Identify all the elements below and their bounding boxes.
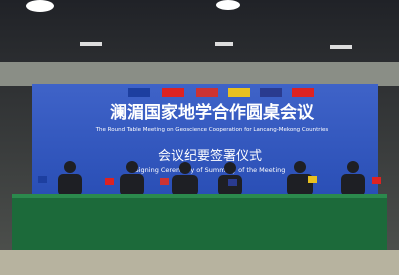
banner-subtitle: The Round Table Meeting on Geoscience Co… [95, 127, 329, 133]
signing-table [12, 194, 387, 250]
photo: 澜湄国家地学合作圆桌会议 The Round Table Meeting on … [0, 0, 399, 275]
page: 澜湄国家地学合作圆桌会议 The Round Table Meeting on … [0, 0, 399, 275]
table-edge [12, 194, 387, 198]
banner-title: 澜湄国家地学合作圆桌会议 [110, 102, 315, 123]
ceremony-subtitle: Signing Ceremony of Summary of the Meeti… [135, 166, 286, 174]
ceremony-title: 会议纪要签署仪式 [158, 148, 262, 164]
banner [32, 84, 378, 194]
wall [0, 62, 399, 86]
floor [0, 250, 399, 275]
